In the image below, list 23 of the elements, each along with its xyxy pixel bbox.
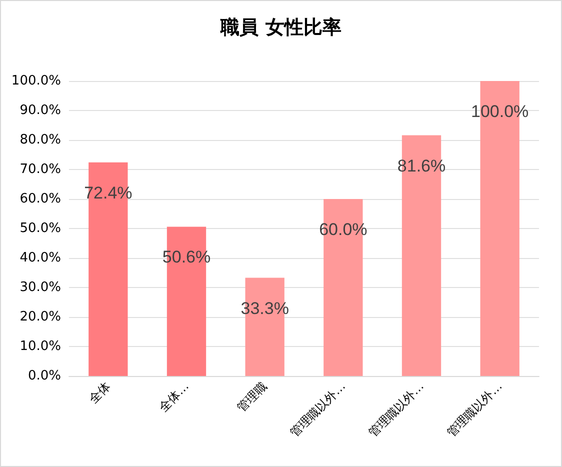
y-tick-label: 50.0% <box>20 221 61 236</box>
x-tick-label: 全体 <box>86 379 114 406</box>
y-tick-label: 100.0% <box>11 74 61 88</box>
y-tick-label: 10.0% <box>20 339 61 354</box>
y-tick-label: 80.0% <box>20 132 61 148</box>
y-tick-label: 20.0% <box>20 310 61 324</box>
y-tick-label: 40.0% <box>20 250 61 266</box>
y-tick-label: 90.0% <box>20 103 61 118</box>
y-tick-label: 30.0% <box>20 280 61 295</box>
data-label: 81.6% <box>397 156 446 176</box>
x-tick-label: 管理職以外… <box>366 379 426 440</box>
data-label: 100.0% <box>470 102 529 121</box>
data-label: 33.3% <box>240 298 289 318</box>
data-label: 50.6% <box>162 248 211 267</box>
x-tick-label: 管理職 <box>234 379 270 414</box>
chart-title: 職員 女性比率 <box>220 16 342 38</box>
x-tick-label: 管理職以外… <box>287 379 348 440</box>
y-tick-label: 60.0% <box>20 192 61 206</box>
y-tick-label: 70.0% <box>20 162 61 177</box>
x-tick-label: 管理職以外… <box>444 379 505 440</box>
x-tick-label: 全体… <box>156 379 192 414</box>
data-label: 60.0% <box>319 220 368 239</box>
y-tick-label: 0.0% <box>28 368 61 384</box>
